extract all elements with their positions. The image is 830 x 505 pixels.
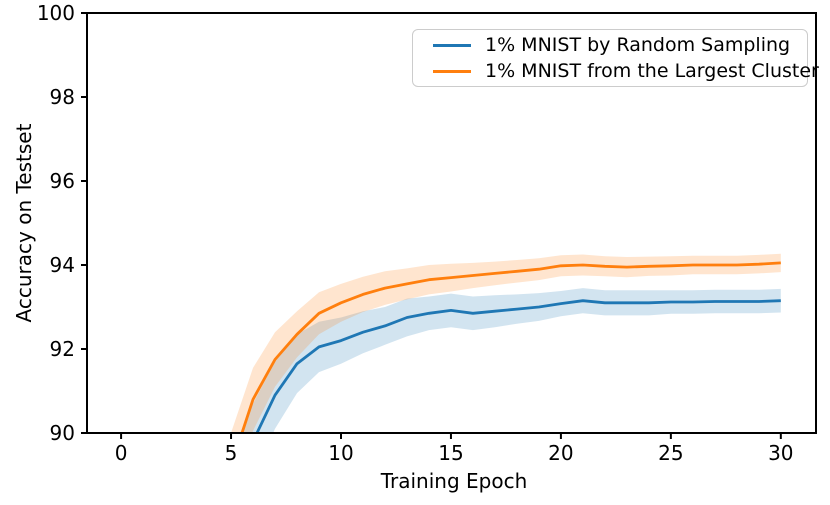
y-tick-label: 96 [50, 169, 75, 193]
legend-line-sample-blue [433, 43, 471, 47]
y-tick-label: 90 [50, 421, 75, 445]
y-tick-label: 94 [50, 253, 75, 277]
y-axis-label: Accuracy on Testset [12, 123, 36, 323]
x-tick-label: 20 [548, 441, 573, 465]
legend-line-sample-orange [433, 69, 471, 73]
legend: 1% MNIST by Random Sampling 1% MNIST fro… [412, 29, 819, 87]
x-tick-label: 25 [658, 441, 683, 465]
plot-data-layer [231, 253, 781, 433]
largest-cluster-confidence-band [231, 253, 781, 433]
x-tick-label: 15 [438, 441, 463, 465]
legend-entry-random-sampling: 1% MNIST by Random Sampling [433, 34, 807, 56]
x-axis-label: Training Epoch [380, 469, 528, 493]
legend-entry-largest-cluster: 1% MNIST from the Largest Cluster [433, 60, 819, 82]
y-tick-label: 100 [37, 1, 75, 25]
legend-label-largest-cluster: 1% MNIST from the Largest Cluster [485, 60, 819, 82]
legend-label-random-sampling: 1% MNIST by Random Sampling [485, 34, 791, 56]
y-tick-label: 98 [50, 85, 75, 109]
x-tick-label: 30 [768, 441, 793, 465]
random-sampling-line [255, 299, 781, 433]
largest-cluster-line [240, 261, 781, 433]
x-tick-label: 5 [225, 441, 238, 465]
x-tick-label: 0 [115, 441, 128, 465]
random-sampling-confidence-band [240, 288, 781, 433]
x-tick-label: 10 [328, 441, 353, 465]
y-tick-label: 92 [50, 337, 75, 361]
